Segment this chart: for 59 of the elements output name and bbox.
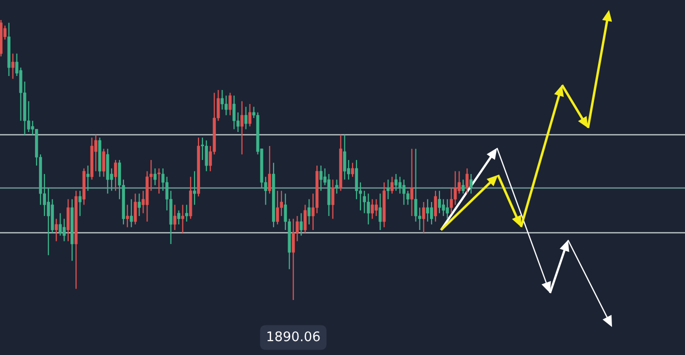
candlestick bbox=[402, 179, 406, 206]
candlestick bbox=[470, 173, 473, 194]
candlestick bbox=[185, 204, 188, 222]
candlestick bbox=[130, 198, 133, 228]
candlestick bbox=[66, 198, 70, 242]
candlestick bbox=[173, 204, 176, 231]
candlestick bbox=[232, 95, 236, 130]
candlestick bbox=[343, 134, 346, 180]
candlestick bbox=[78, 190, 82, 217]
candlestick bbox=[154, 168, 157, 186]
candlestick bbox=[248, 103, 252, 127]
candlestick bbox=[442, 198, 445, 217]
candlestick bbox=[134, 193, 137, 225]
candlestick bbox=[434, 190, 438, 222]
candlestick bbox=[422, 201, 426, 234]
candlestick bbox=[228, 92, 232, 116]
candlestick bbox=[378, 193, 382, 231]
candlestick bbox=[86, 165, 90, 192]
candlestick bbox=[193, 170, 196, 206]
candlestick bbox=[181, 204, 184, 234]
candlestick bbox=[370, 198, 374, 220]
candlestick bbox=[268, 145, 272, 194]
candlestick bbox=[308, 198, 311, 225]
candlestick bbox=[351, 162, 354, 178]
candlestick bbox=[410, 148, 414, 217]
candlestick bbox=[462, 179, 465, 194]
candlestick bbox=[126, 204, 129, 228]
candlestick bbox=[240, 100, 244, 155]
candlestick bbox=[394, 173, 398, 192]
candlestick bbox=[390, 176, 394, 194]
candlestick bbox=[374, 198, 378, 217]
candlestick bbox=[331, 179, 334, 220]
candlestick bbox=[386, 179, 390, 200]
candlestick bbox=[157, 168, 161, 194]
candlestick bbox=[11, 53, 14, 80]
candlestick bbox=[292, 218, 295, 301]
candlestick bbox=[138, 193, 141, 217]
candlestick bbox=[244, 106, 248, 130]
text: 1890.06 bbox=[267, 331, 320, 342]
candlestick bbox=[426, 198, 430, 222]
candlestick bbox=[466, 168, 469, 194]
candlestick bbox=[438, 190, 441, 214]
candlestick bbox=[446, 198, 449, 220]
candlestick bbox=[46, 187, 50, 256]
candlestick bbox=[430, 201, 434, 225]
candlestick bbox=[354, 159, 358, 200]
candlestick bbox=[366, 193, 370, 225]
candlestick bbox=[102, 148, 106, 178]
candlestick bbox=[398, 176, 402, 194]
candlestick bbox=[335, 179, 338, 194]
candlestick bbox=[362, 190, 366, 214]
candlestick bbox=[300, 212, 303, 236]
candlestick bbox=[304, 204, 307, 234]
candlestick bbox=[204, 140, 208, 172]
candlestick bbox=[276, 190, 280, 225]
candlestick bbox=[319, 165, 322, 192]
candlestick bbox=[54, 218, 58, 242]
candlestick bbox=[114, 159, 118, 192]
candlestick bbox=[177, 210, 180, 225]
